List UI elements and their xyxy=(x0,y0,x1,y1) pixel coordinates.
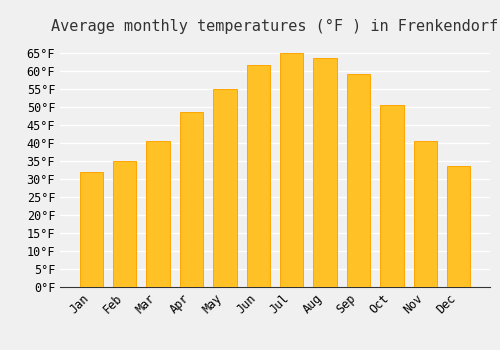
Bar xyxy=(447,166,470,287)
Bar xyxy=(113,161,136,287)
Bar xyxy=(280,53,303,287)
Bar xyxy=(146,141,170,287)
Bar xyxy=(347,75,370,287)
Bar xyxy=(213,89,236,287)
Bar xyxy=(314,58,337,287)
Title: Average monthly temperatures (°F ) in Frenkendorf: Average monthly temperatures (°F ) in Fr… xyxy=(52,19,498,34)
Bar xyxy=(80,172,103,287)
Bar xyxy=(414,141,437,287)
Bar xyxy=(180,112,203,287)
Bar xyxy=(246,65,270,287)
Bar xyxy=(380,105,404,287)
